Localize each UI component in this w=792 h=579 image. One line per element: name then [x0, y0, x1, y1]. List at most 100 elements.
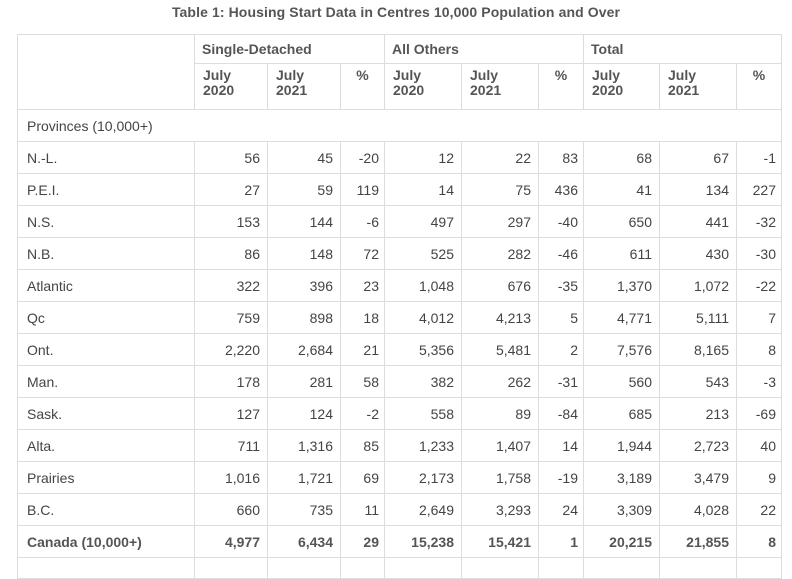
value-cell: 178: [194, 365, 268, 398]
table-row-partial: [17, 557, 782, 579]
value-cell: 3,293: [461, 493, 539, 526]
row-label: N.-L.: [17, 141, 195, 174]
table-row: Alta. 711 1,316 85 1,233 1,407 14 1,944 2,723 40: [17, 429, 782, 462]
value-cell: 4,012: [384, 301, 462, 334]
value-cell: 22: [461, 141, 539, 174]
percent-cell: 1: [538, 525, 584, 558]
value-cell: 134: [659, 173, 737, 206]
table-body: Provinces (10,000+) N.-L. 56 45 -20 12 22 83 68…: [17, 109, 782, 579]
value-cell: 711: [194, 429, 268, 462]
table-total-row: Canada (10,000+) 4,977 6,434 29 15,238 15,421…: [17, 525, 782, 558]
value-cell: 2,649: [384, 493, 462, 526]
row-label: Sask.: [17, 397, 195, 430]
percent-cell: 22: [736, 493, 782, 526]
value-cell: 525: [384, 237, 462, 270]
table-row: P.E.I. 27 59 119 14 75 436 41 134 227: [17, 173, 782, 206]
value-cell: 660: [194, 493, 268, 526]
empty-cell: [659, 557, 737, 579]
percent-cell: 18: [340, 301, 385, 334]
percent-cell: -40: [538, 205, 584, 238]
value-cell: 14: [384, 173, 462, 206]
percent-cell: -20: [340, 141, 385, 174]
percent-cell: 21: [340, 333, 385, 366]
value-cell: 1,233: [384, 429, 462, 462]
percent-cell: 5: [538, 301, 584, 334]
subheader-percent: %: [340, 63, 385, 110]
group-header-row: Single-Detached All Others Total: [17, 34, 782, 110]
percent-cell: 11: [340, 493, 385, 526]
value-cell: 86: [194, 237, 268, 270]
row-label: Canada (10,000+): [17, 525, 195, 558]
section-label: Provinces (10,000+): [17, 109, 782, 142]
value-cell: 2,684: [267, 333, 341, 366]
value-cell: 282: [461, 237, 539, 270]
value-cell: 898: [267, 301, 341, 334]
percent-cell: 72: [340, 237, 385, 270]
value-cell: 213: [659, 397, 737, 430]
table-caption: Table 1: Housing Start Data in Centres 1…: [171, 4, 621, 20]
group-header-all-others: All Others: [384, 34, 584, 64]
header-corner-cell: [17, 34, 195, 110]
value-cell: 4,771: [583, 301, 660, 334]
row-label: B.C.: [17, 493, 195, 526]
row-label: Prairies: [17, 461, 195, 494]
value-cell: 4,977: [194, 525, 268, 558]
percent-cell: 29: [340, 525, 385, 558]
table-row: B.C. 660 735 11 2,649 3,293 24 3,309 4,028 22: [17, 493, 782, 526]
value-cell: 45: [267, 141, 341, 174]
value-cell: 21,855: [659, 525, 737, 558]
value-cell: 6,434: [267, 525, 341, 558]
value-cell: 15,421: [461, 525, 539, 558]
value-cell: 3,309: [583, 493, 660, 526]
value-cell: 127: [194, 397, 268, 430]
value-cell: 1,370: [583, 269, 660, 302]
value-cell: 20,215: [583, 525, 660, 558]
percent-cell: -31: [538, 365, 584, 398]
value-cell: 735: [267, 493, 341, 526]
empty-cell: [583, 557, 660, 579]
value-cell: 4,028: [659, 493, 737, 526]
empty-cell: [340, 557, 385, 579]
table-row: Ont. 2,220 2,684 21 5,356 5,481 2 7,576 8,165 8: [17, 333, 782, 366]
percent-cell: -6: [340, 205, 385, 238]
percent-cell: 40: [736, 429, 782, 462]
percent-cell: 9: [736, 461, 782, 494]
percent-cell: 58: [340, 365, 385, 398]
value-cell: 1,758: [461, 461, 539, 494]
value-cell: 281: [267, 365, 341, 398]
value-cell: 543: [659, 365, 737, 398]
value-cell: 7,576: [583, 333, 660, 366]
value-cell: 153: [194, 205, 268, 238]
value-cell: 441: [659, 205, 737, 238]
value-cell: 560: [583, 365, 660, 398]
percent-cell: 14: [538, 429, 584, 462]
value-cell: 8,165: [659, 333, 737, 366]
percent-cell: 85: [340, 429, 385, 462]
value-cell: 41: [583, 173, 660, 206]
percent-cell: 23: [340, 269, 385, 302]
row-label: Ont.: [17, 333, 195, 366]
empty-cell: [17, 557, 195, 579]
empty-cell: [538, 557, 584, 579]
percent-cell: 119: [340, 173, 385, 206]
row-label: Man.: [17, 365, 195, 398]
percent-cell: -2: [340, 397, 385, 430]
percent-cell: 2: [538, 333, 584, 366]
subheader-percent: %: [736, 63, 782, 110]
value-cell: 12: [384, 141, 462, 174]
value-cell: 1,316: [267, 429, 341, 462]
empty-cell: [736, 557, 782, 579]
percent-cell: -84: [538, 397, 584, 430]
table-row: N.-L. 56 45 -20 12 22 83 68 67 -1: [17, 141, 782, 174]
percent-cell: 436: [538, 173, 584, 206]
table-row: Qc 759 898 18 4,012 4,213 5 4,771 5,111 7: [17, 301, 782, 334]
subheader-july-2020: July 2020: [384, 63, 462, 110]
subheader-july-2020: July 2020: [194, 63, 268, 110]
percent-cell: -69: [736, 397, 782, 430]
value-cell: 56: [194, 141, 268, 174]
table-row: N.S. 153 144 -6 497 297 -40 650 441 -32: [17, 205, 782, 238]
value-cell: 148: [267, 237, 341, 270]
housing-starts-table: Single-Detached All Others Total July 202…: [17, 34, 782, 579]
subheader-july-2021: July 2021: [267, 63, 341, 110]
value-cell: 382: [384, 365, 462, 398]
